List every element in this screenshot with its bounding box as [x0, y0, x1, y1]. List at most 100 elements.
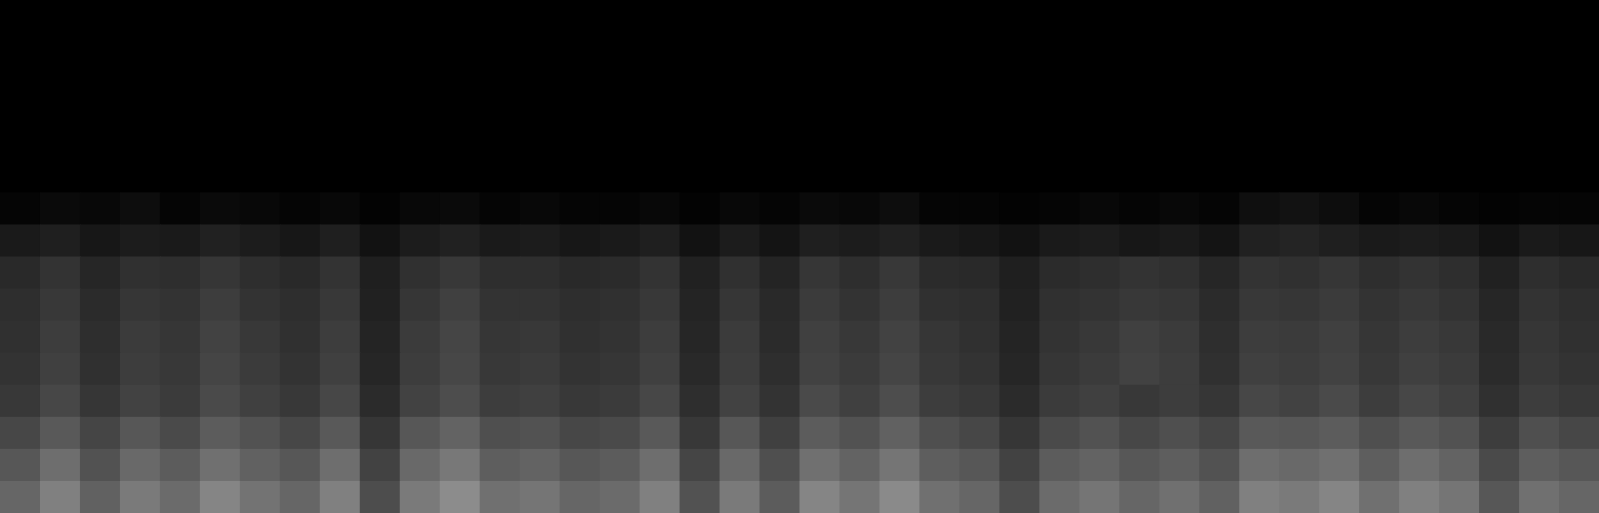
cell [1039, 160, 1080, 194]
cell [879, 64, 920, 98]
cell [40, 289, 81, 323]
cell [1479, 128, 1520, 162]
cell [1039, 385, 1080, 419]
cell [1399, 289, 1440, 323]
cell [1159, 32, 1200, 66]
cell [1039, 0, 1080, 34]
cell [760, 481, 801, 513]
cell [400, 192, 441, 226]
cell [240, 32, 281, 66]
cell [320, 321, 361, 355]
cell [280, 417, 321, 451]
cell [999, 417, 1040, 451]
cell [200, 192, 241, 226]
cell [1319, 289, 1360, 323]
cell [1519, 289, 1560, 323]
cell [919, 96, 960, 130]
cell [1279, 481, 1320, 513]
cell [1239, 160, 1280, 194]
cell [520, 257, 561, 291]
cell [760, 449, 801, 483]
cell [0, 289, 41, 323]
cell [240, 257, 281, 291]
cell [480, 128, 521, 162]
cell [1399, 128, 1440, 162]
cell [360, 128, 401, 162]
cell [640, 128, 681, 162]
cell [1519, 449, 1560, 483]
cell [1479, 96, 1520, 130]
cell [160, 0, 201, 34]
cell [200, 385, 241, 419]
cell [320, 385, 361, 419]
cell [160, 160, 201, 194]
cell [760, 96, 801, 130]
cell [400, 385, 441, 419]
cell [1479, 481, 1520, 513]
cell [839, 128, 880, 162]
cell [1399, 257, 1440, 291]
cell [360, 32, 401, 66]
cell [999, 353, 1040, 387]
cell [1159, 64, 1200, 98]
cell [959, 32, 1000, 66]
cell [1119, 289, 1160, 323]
cell [120, 96, 161, 130]
cell [1079, 96, 1120, 130]
cell [400, 289, 441, 323]
cell [400, 96, 441, 130]
cell [839, 160, 880, 194]
cell [240, 481, 281, 513]
cell [919, 449, 960, 483]
cell [1039, 64, 1080, 98]
cell [360, 417, 401, 451]
cell [600, 32, 641, 66]
cell [1239, 128, 1280, 162]
cell [320, 128, 361, 162]
cell [1279, 224, 1320, 258]
cell [760, 224, 801, 258]
cell [959, 321, 1000, 355]
cell [480, 449, 521, 483]
cell [1079, 192, 1120, 226]
cell [160, 417, 201, 451]
cell [1039, 96, 1080, 130]
cell [1359, 385, 1400, 419]
cell [879, 353, 920, 387]
cell [999, 0, 1040, 34]
cell [680, 224, 721, 258]
cell [640, 289, 681, 323]
cell [480, 417, 521, 451]
cell [1279, 417, 1320, 451]
cell [1559, 385, 1599, 419]
cell [999, 481, 1040, 513]
cell [1319, 224, 1360, 258]
cell [560, 449, 601, 483]
cell [1439, 0, 1480, 34]
cell [200, 160, 241, 194]
cell [919, 128, 960, 162]
cell [1119, 64, 1160, 98]
cell [400, 64, 441, 98]
cell [0, 128, 41, 162]
cell [120, 481, 161, 513]
cell [1159, 353, 1200, 387]
cell [760, 192, 801, 226]
cell [1279, 257, 1320, 291]
cell [1119, 353, 1160, 387]
cell [760, 385, 801, 419]
cell [320, 353, 361, 387]
cell [1279, 321, 1320, 355]
cell [800, 385, 841, 419]
cell [600, 449, 641, 483]
cell [0, 32, 41, 66]
cell [1399, 481, 1440, 513]
cell [720, 257, 761, 291]
cell [879, 385, 920, 419]
cell [560, 160, 601, 194]
cell [440, 96, 481, 130]
cell [1199, 417, 1240, 451]
cell [1079, 64, 1120, 98]
cell [1559, 353, 1599, 387]
cell [879, 96, 920, 130]
